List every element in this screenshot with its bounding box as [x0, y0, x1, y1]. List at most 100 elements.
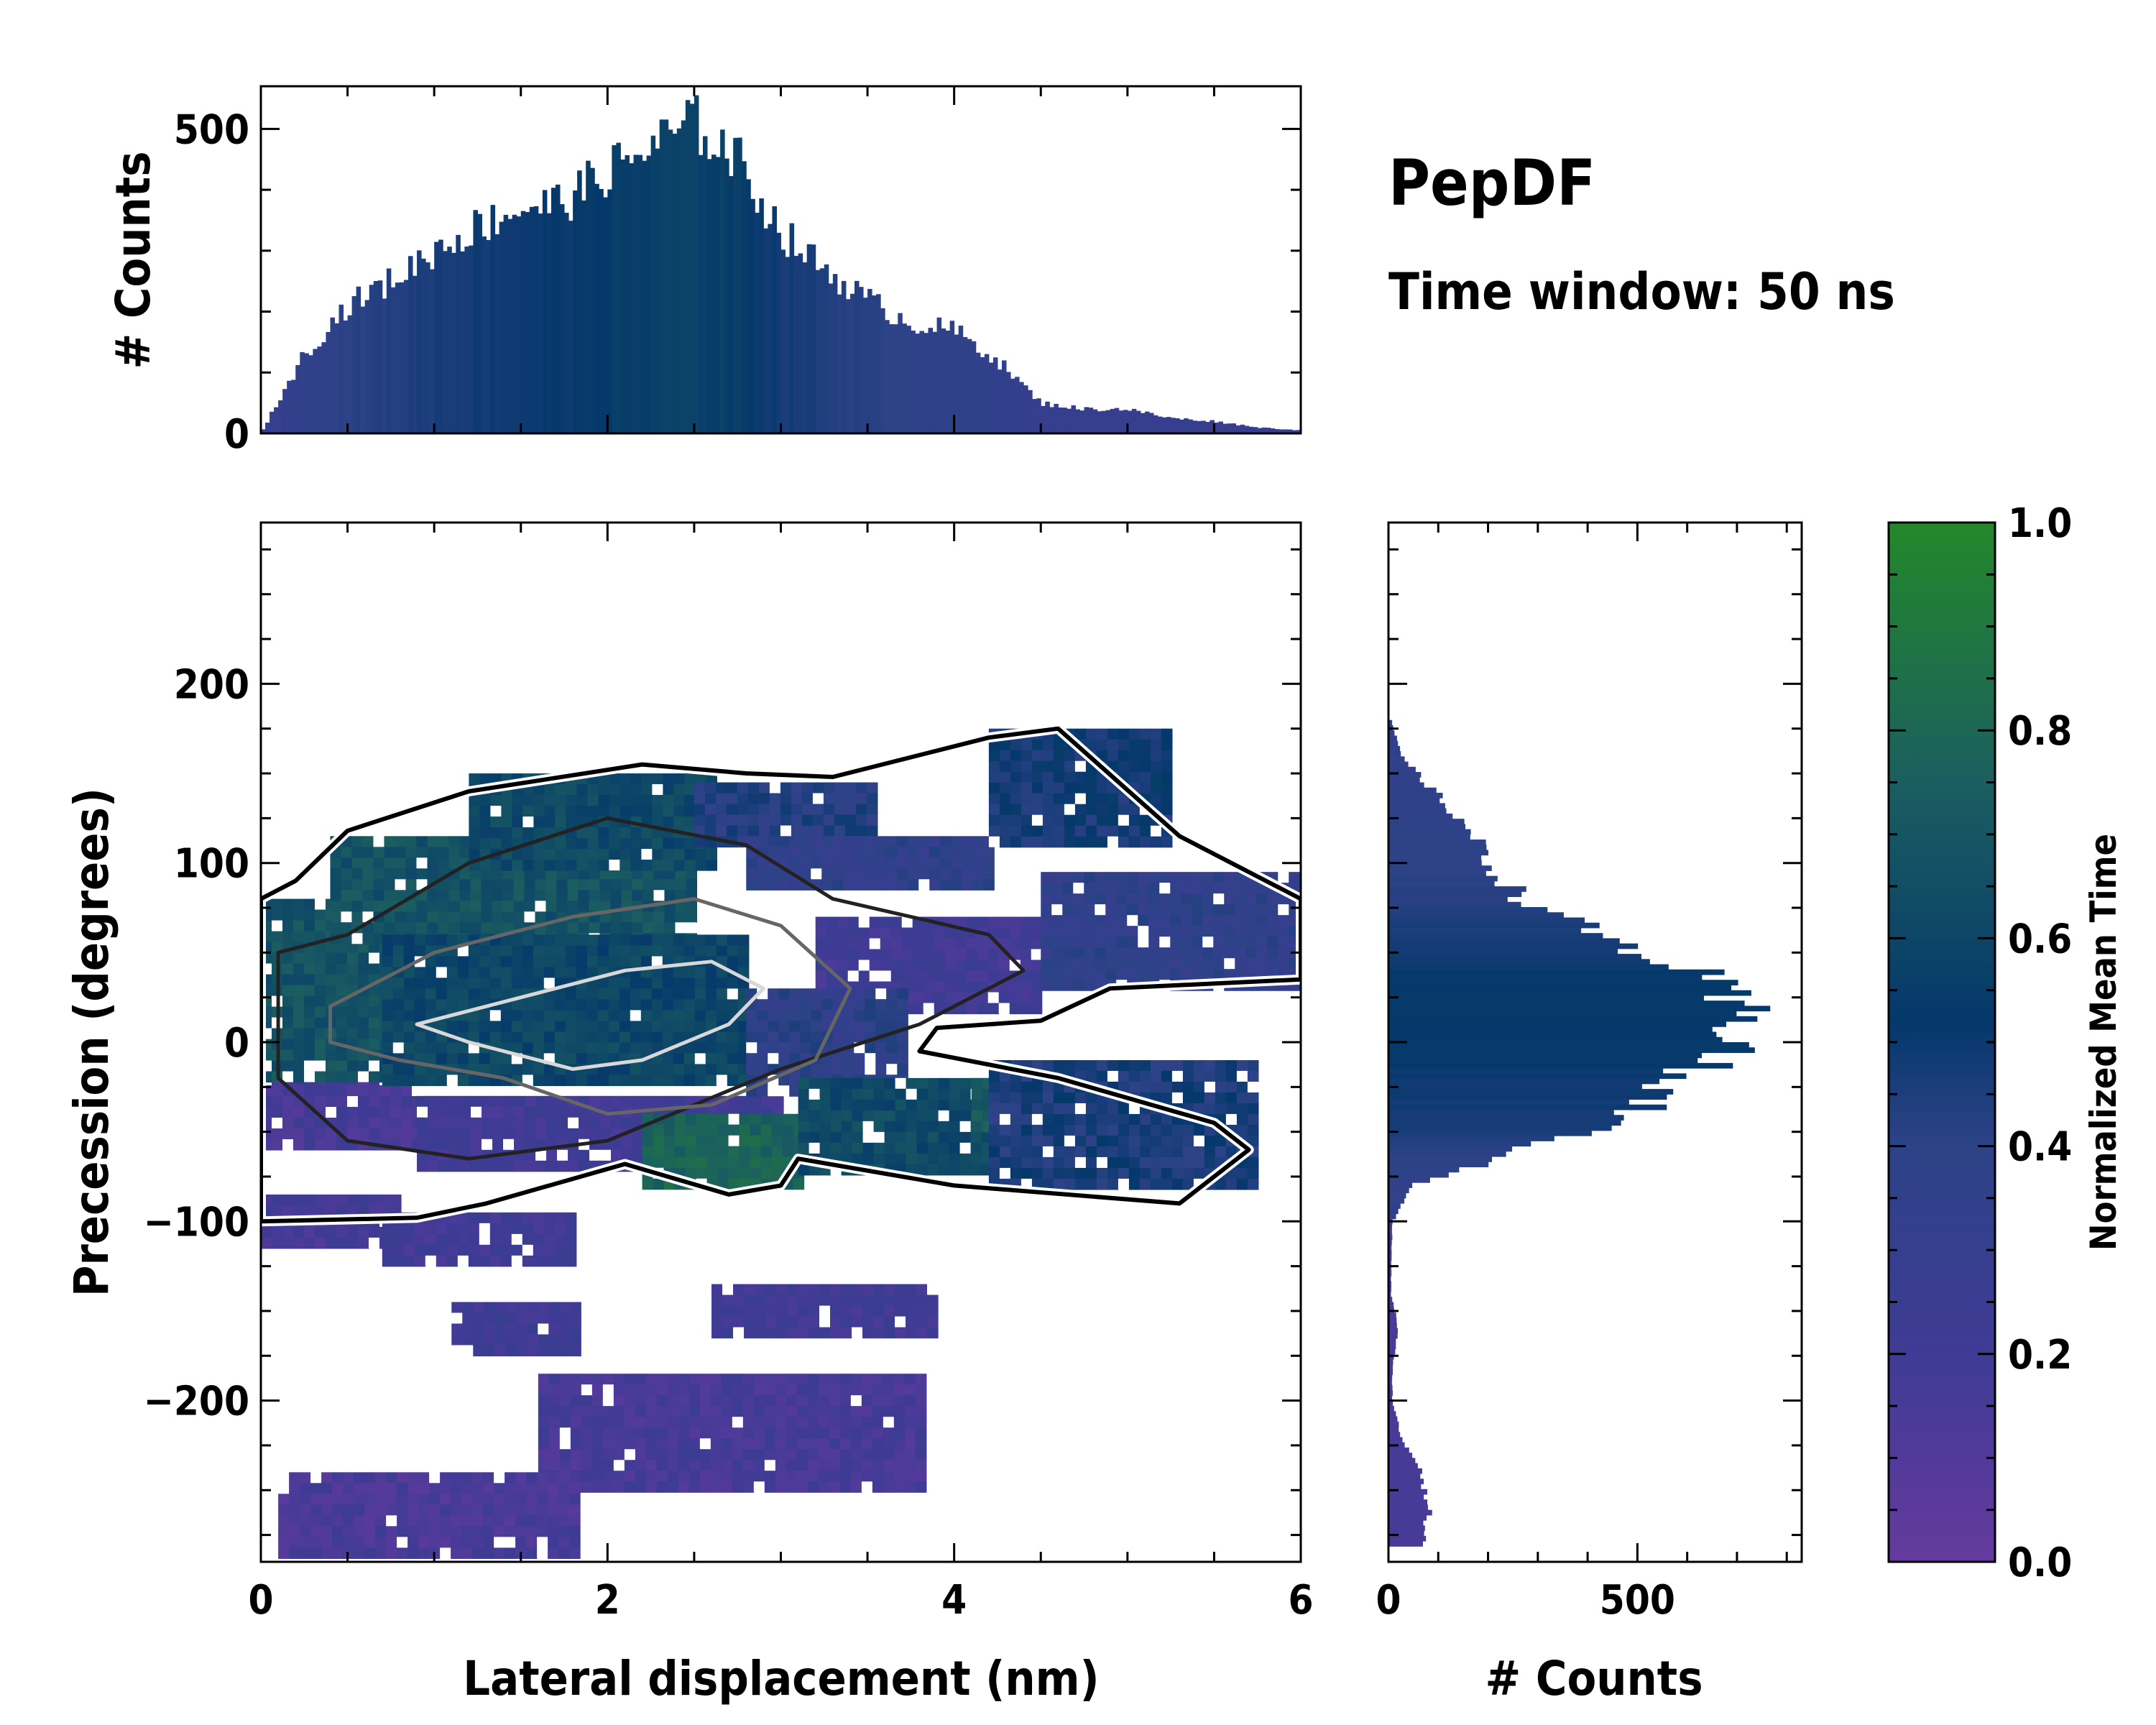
heatmap-cell	[293, 1049, 305, 1062]
top-histogram-bar	[1071, 405, 1076, 433]
heatmap-cell	[667, 1374, 679, 1385]
heatmap-cell	[1116, 915, 1128, 926]
heatmap-cell	[567, 868, 579, 880]
heatmap-cell	[373, 922, 385, 934]
heatmap-cell-empty	[479, 1233, 490, 1245]
heatmap-cell	[664, 890, 676, 901]
heatmap-cell-empty	[559, 1427, 571, 1439]
heatmap-cell	[841, 1284, 852, 1296]
heatmap-cell	[869, 949, 881, 961]
heatmap-cell	[609, 849, 620, 860]
heatmap-cell	[778, 1053, 790, 1064]
heatmap-region	[711, 1284, 939, 1339]
heatmap-cell	[1010, 793, 1022, 805]
right-histogram-bar	[1388, 880, 1495, 887]
heatmap-cell	[591, 1374, 604, 1385]
heatmap-cell	[727, 1053, 739, 1065]
heatmap-cell	[405, 868, 418, 880]
heatmap-cell	[1247, 1113, 1259, 1126]
heatmap-cell	[619, 1064, 631, 1076]
heatmap-cell	[955, 938, 967, 950]
heatmap-cell	[533, 1075, 545, 1087]
heatmap-cell	[782, 1113, 794, 1126]
right-histogram-bar	[1388, 798, 1440, 804]
heatmap-cell	[841, 1142, 853, 1154]
heatmap-cell	[469, 795, 480, 806]
heatmap-cell	[949, 1164, 961, 1176]
heatmap-cell	[721, 1481, 733, 1493]
top-histogram-bar	[750, 198, 755, 433]
heatmap-cell	[886, 999, 898, 1011]
heatmap-cell	[1128, 814, 1141, 827]
heatmap-cell	[1116, 883, 1128, 894]
heatmap-cell	[798, 1121, 810, 1133]
heatmap-cell	[1031, 981, 1043, 993]
heatmap-cell	[786, 1438, 798, 1450]
heatmap-cell	[494, 1302, 506, 1314]
heatmap-cell	[468, 1031, 480, 1044]
heatmap-cell	[955, 960, 967, 972]
right-histogram-bar	[1388, 1083, 1642, 1090]
heatmap-cell-empty	[769, 782, 780, 794]
heatmap-cell	[1116, 947, 1128, 959]
heatmap-cell	[861, 1374, 873, 1385]
heatmap-cell	[559, 1323, 571, 1335]
heatmap-cell	[872, 1449, 884, 1460]
heatmap-cell	[789, 1053, 801, 1064]
heatmap-cell	[502, 901, 515, 912]
heatmap-cell	[1148, 926, 1160, 937]
heatmap-cell-empty	[624, 1449, 635, 1460]
heatmap-cell	[722, 1294, 734, 1307]
heatmap-cell	[1041, 980, 1052, 991]
heatmap-cell	[775, 1427, 787, 1439]
heatmap-cell	[662, 1031, 674, 1044]
heatmap-cell	[904, 1427, 916, 1439]
heatmap-cell	[278, 1515, 290, 1527]
heatmap-cell	[769, 825, 781, 837]
heatmap-cell	[403, 978, 415, 990]
heatmap-cell	[972, 868, 984, 880]
heatmap-cell	[1245, 926, 1257, 937]
heatmap-cell	[526, 1494, 538, 1505]
heatmap-cell	[1073, 893, 1084, 905]
heatmap-cell	[503, 1128, 515, 1140]
heatmap-cell	[873, 1110, 885, 1122]
heatmap-cell	[854, 1064, 865, 1075]
heatmap-cell	[760, 1156, 773, 1169]
heatmap-cell-empty	[1213, 893, 1225, 905]
top-histogram-bar	[915, 334, 920, 433]
top-histogram-bar	[291, 380, 296, 433]
heatmap-cell	[1161, 750, 1173, 762]
heatmap-cell	[768, 1021, 779, 1032]
heatmap-cell	[436, 956, 448, 968]
heatmap-cell	[581, 1406, 593, 1417]
right-histogram-bar	[1388, 850, 1489, 856]
heatmap-cell-empty	[1064, 804, 1075, 815]
heatmap-cell	[336, 1006, 348, 1018]
heatmap-cell	[839, 1406, 852, 1417]
heatmap-cell	[425, 988, 437, 1000]
heatmap-cell	[369, 1107, 380, 1118]
heatmap-cell	[621, 890, 633, 901]
heatmap-cell	[1139, 750, 1151, 762]
heatmap-cell	[786, 1449, 798, 1460]
heatmap-cell	[645, 1395, 658, 1407]
top-histogram-bar	[1244, 426, 1250, 433]
top-histogram-bar	[1274, 429, 1280, 433]
heatmap-cell	[304, 1006, 315, 1018]
heatmap-cell	[999, 1081, 1011, 1093]
top-histogram-bar	[793, 255, 799, 433]
heatmap-cell	[1053, 1167, 1065, 1179]
heatmap-cell	[832, 857, 844, 869]
heatmap-cell-empty	[272, 920, 282, 932]
heatmap-cell	[610, 922, 622, 934]
heatmap-cell	[861, 1449, 873, 1460]
heatmap-cell	[1031, 1167, 1044, 1179]
heatmap-cell	[908, 868, 919, 880]
heatmap-cell	[1161, 836, 1173, 848]
heatmap-cell	[843, 1053, 854, 1064]
heatmap-cell	[468, 967, 480, 979]
heatmap-cell	[362, 836, 374, 847]
heatmap-cell-empty	[351, 933, 363, 944]
heatmap-cell	[744, 1294, 755, 1307]
